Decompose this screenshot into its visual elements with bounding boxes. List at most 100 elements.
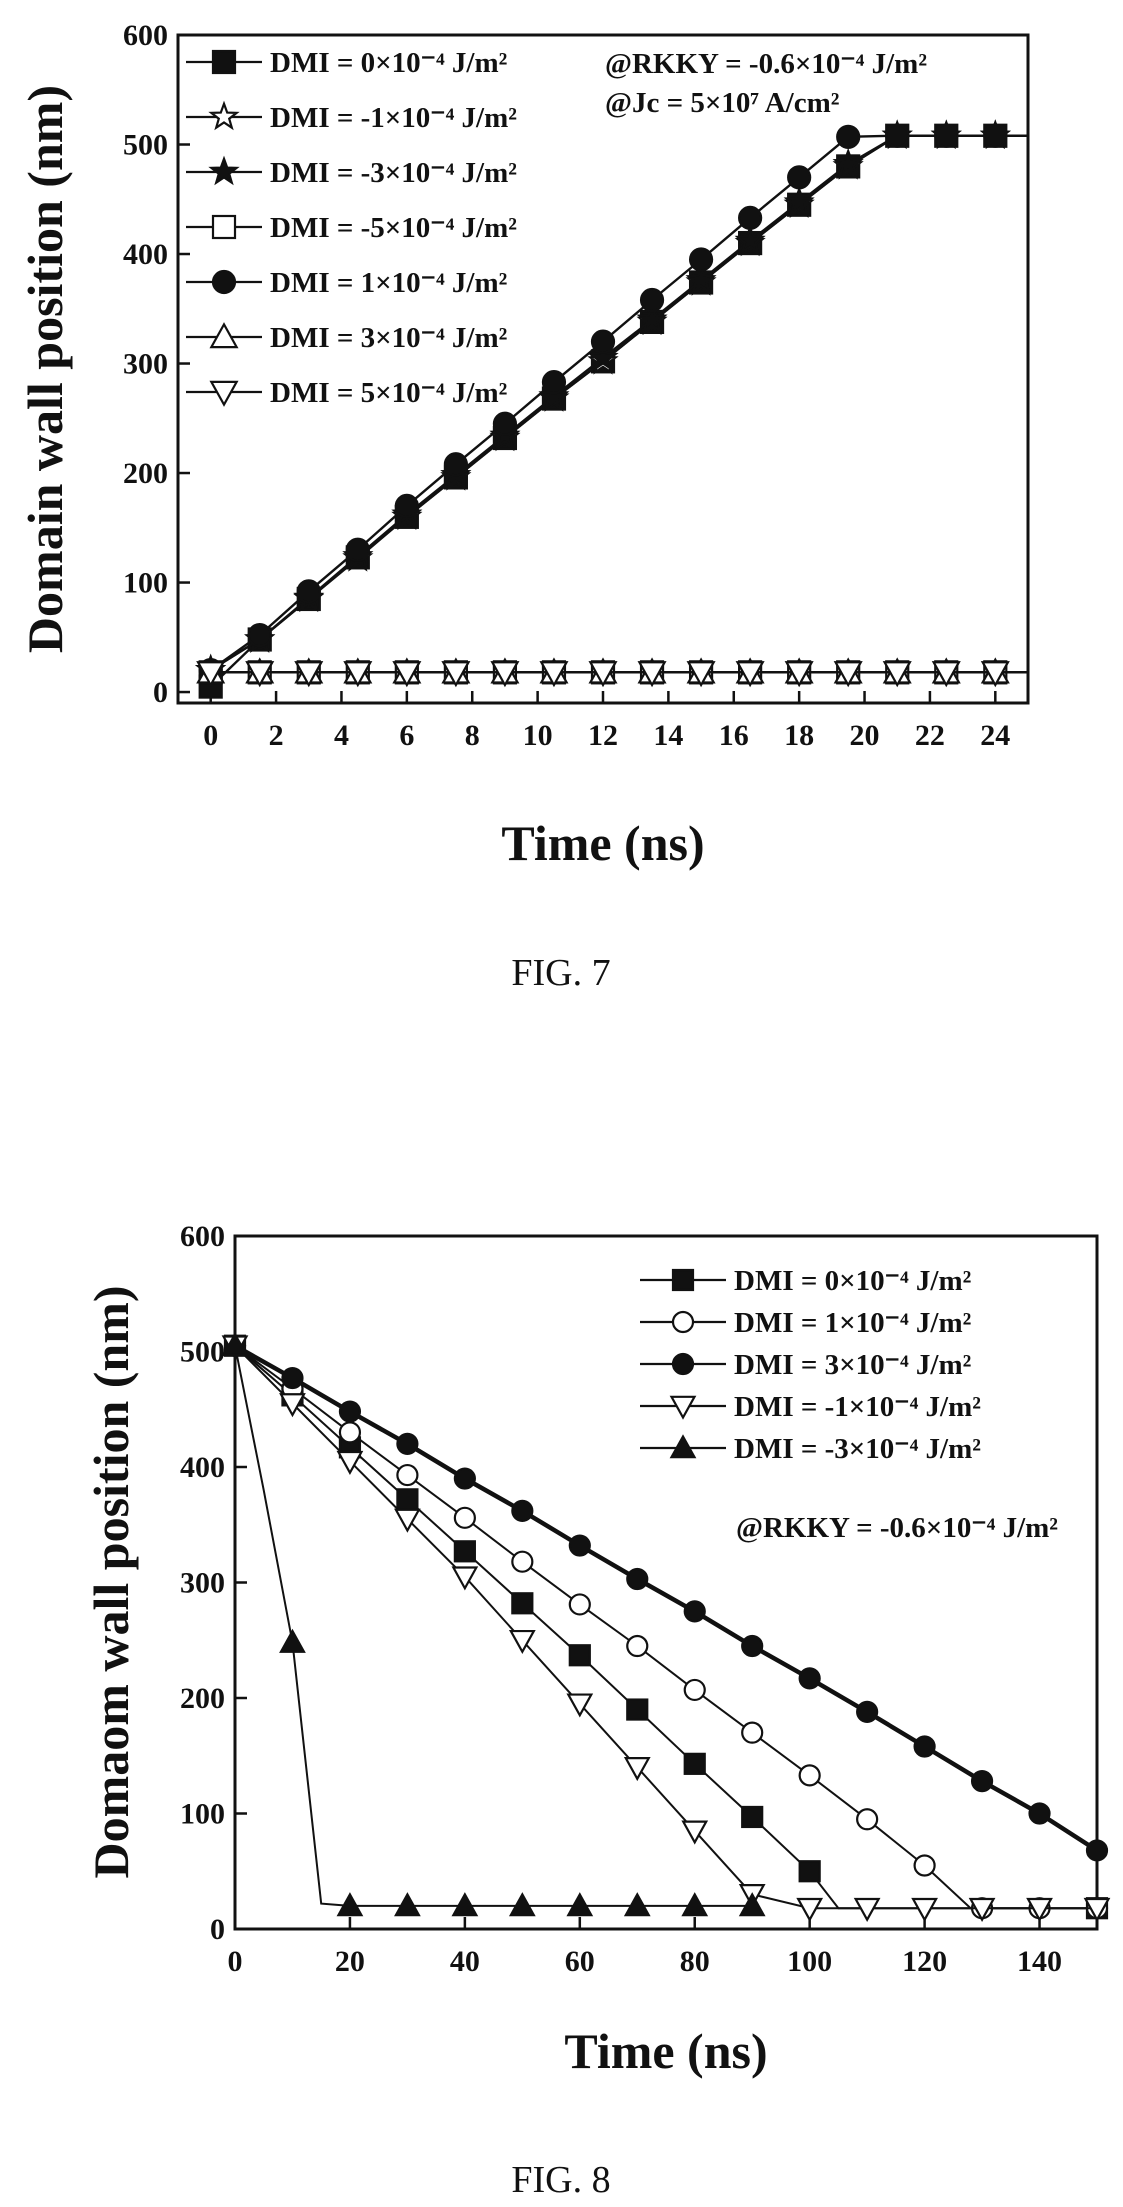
fig7-annotation-jc: @Jc = 5×10⁷ A/cm² — [605, 87, 840, 119]
fig8-series-0-point — [741, 1805, 764, 1829]
fig7-series-6-point — [735, 661, 765, 688]
fig8-y-tick-label: 200 — [180, 1682, 225, 1715]
fig8-series-3-point — [336, 1450, 364, 1475]
fig8-series-0-point — [453, 1540, 476, 1563]
fig7-x-tick-label: 18 — [784, 719, 814, 752]
fig7-series-4-point — [787, 165, 812, 190]
fig7-legend-label-2: DMI = -3×10⁻⁴ J/m² — [270, 157, 517, 189]
fig7-series-4-point — [247, 623, 272, 648]
fig8-series-1-point — [741, 1721, 764, 1744]
fig7-series-4-point — [934, 123, 959, 148]
fig7-legend-label-3: DMI = -5×10⁻⁴ J/m² — [270, 212, 517, 244]
fig8-series-3-point — [394, 1508, 421, 1533]
fig7-legend-marker-3 — [211, 214, 237, 240]
fig8-y-tick-label: 400 — [180, 1451, 225, 1484]
fig7-series-6-point — [588, 661, 618, 688]
fig8-annotation-rkky: @RKKY = -0.6×10⁻⁴ J/m² — [736, 1512, 1058, 1544]
fig8-series-4-point — [738, 1892, 766, 1917]
fig8-series-3-point — [566, 1693, 594, 1718]
fig7-series-6-point — [637, 661, 667, 688]
fig7-series-6-point — [539, 661, 569, 688]
fig8-series-2-point — [856, 1700, 879, 1723]
fig8-y-axis-title: Domaom wall position (nm) — [83, 1285, 139, 1878]
fig7-series-2-point — [783, 186, 815, 216]
fig8-series-3-point — [279, 1393, 306, 1418]
fig7-y-tick-label: 0 — [153, 676, 168, 709]
fig8-series-2 — [223, 1334, 1109, 1862]
fig7-series-6-point — [196, 661, 226, 688]
fig8-series-3-line — [234, 1344, 1097, 1910]
fig7-series-4-point — [345, 537, 370, 562]
fig8-y-tick-label: 600 — [180, 1220, 225, 1253]
fig8-series-1-point — [453, 1506, 476, 1529]
fig7-series-2-point — [734, 224, 766, 255]
fig8-series-2-point — [970, 1770, 994, 1793]
fig7-legend-label-0: DMI = 0×10⁻⁴ J/m² — [270, 47, 508, 79]
fig7-x-tick-label: 14 — [653, 719, 683, 752]
fig8-legend-label-1: DMI = 1×10⁻⁴ J/m² — [734, 1307, 972, 1339]
fig7-series-6-point — [343, 661, 373, 688]
fig7-x-tick-label: 10 — [523, 719, 553, 752]
fig8-series-0-point — [568, 1644, 591, 1667]
fig8-series-0 — [223, 1334, 1109, 1920]
fig8-x-tick-label: 100 — [787, 1945, 832, 1978]
fig7-series-4-point — [443, 452, 468, 477]
fig8-series-2-point — [396, 1432, 419, 1456]
fig7-x-tick-label: 6 — [399, 719, 414, 752]
fig8-series-2-point — [741, 1634, 764, 1658]
fig8-legend-label-3: DMI = -1×10⁻⁴ J/m² — [734, 1391, 981, 1423]
fig7-series-6-point — [294, 661, 324, 688]
fig8-series-3-point — [1026, 1897, 1053, 1922]
fig8-series-2-point — [1085, 1839, 1109, 1862]
fig7-series-2-point — [685, 263, 717, 294]
fig8-series-4-point — [221, 1331, 249, 1357]
fig8-y-tick-label: 300 — [180, 1567, 225, 1600]
fig8-chart: 0 20 40 60 80 100 120 140 0 100 200 300 400 500 600 DM… — [83, 1220, 1111, 2201]
fig7-series-4-point — [836, 124, 861, 149]
fig7-series-4-point — [541, 370, 567, 395]
fig7-legend-marker-6 — [209, 380, 239, 407]
fig8-series-4-point — [566, 1892, 594, 1917]
fig8-series-0-point — [626, 1698, 649, 1721]
fig8-y-tick-label: 500 — [180, 1336, 225, 1369]
fig8-series-2-point — [1028, 1802, 1051, 1825]
fig8-y-tick-label: 0 — [210, 1913, 225, 1946]
fig7-x-tick-label: 20 — [850, 719, 880, 752]
fig8-series-1-point — [568, 1593, 591, 1616]
fig7-series-4-point — [885, 123, 910, 148]
fig8-series-3-point — [911, 1897, 938, 1922]
fig8-legend-marker-3 — [669, 1395, 697, 1420]
fig8-series-1-point — [338, 1421, 362, 1444]
fig8-series-4-point — [508, 1892, 536, 1917]
fig8-series-2-line — [233, 1343, 1099, 1853]
fig7-x-tick-label: 16 — [719, 719, 749, 752]
fig8-x-tick-label: 40 — [450, 1945, 480, 1978]
fig8-series-4-point — [336, 1892, 364, 1917]
fig7-x-axis-title: Time (ns) — [501, 815, 704, 871]
fig8-series-1-point — [683, 1678, 706, 1702]
fig8-x-tick-label: 80 — [680, 1945, 710, 1978]
fig8-legend-marker-2 — [671, 1352, 695, 1376]
fig7-series-6-point — [980, 661, 1010, 688]
fig7-legend-label-6: DMI = 5×10⁻⁴ J/m² — [270, 377, 508, 409]
fig7-legend: DMI = 0×10⁻⁴ J/m² DMI = -1×10⁻⁴ J/m² DMI =… — [186, 47, 517, 409]
fig8-legend-label-2: DMI = 3×10⁻⁴ J/m² — [734, 1349, 972, 1381]
fig7-legend-label-5: DMI = 3×10⁻⁴ J/m² — [270, 322, 508, 354]
fig8-series-0-line — [234, 1344, 1097, 1910]
fig8-legend: DMI = 0×10⁻⁴ J/m² DMI = 1×10⁻⁴ J/m² DMI = … — [640, 1265, 981, 1465]
fig8-series-1-point — [396, 1463, 419, 1487]
fig8-x-tick-label: 120 — [902, 1945, 947, 1978]
fig8-series-3-point — [508, 1629, 536, 1655]
fig7-x-tick-label: 0 — [203, 719, 218, 752]
fig8-series-2-point — [281, 1366, 304, 1390]
fig7-y-tick-label: 100 — [123, 567, 168, 600]
fig7-x-tick-label: 2 — [269, 719, 284, 752]
fig8-series-2-point — [913, 1735, 936, 1758]
fig7-x-tick-label: 8 — [465, 719, 480, 752]
fig7-annotation-rkky: @RKKY = -0.6×10⁻⁴ J/m² — [605, 48, 927, 80]
fig8-series-3-point — [796, 1897, 824, 1922]
fig8-x-axis-title: Time (ns) — [564, 2023, 767, 2079]
fig7-y-tick-label: 400 — [123, 238, 168, 271]
